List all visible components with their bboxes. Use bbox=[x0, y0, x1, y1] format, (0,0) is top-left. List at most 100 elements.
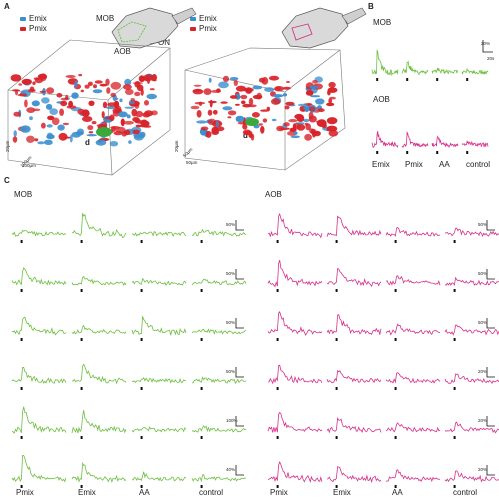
pmix-cell bbox=[310, 131, 321, 135]
pmix-cell bbox=[66, 105, 77, 109]
pmix-cell bbox=[151, 74, 157, 82]
pmix-cell bbox=[39, 75, 47, 79]
pmix-cell bbox=[220, 101, 228, 104]
aob-scale-pct-label: 50% bbox=[478, 222, 487, 227]
pmix-cell bbox=[242, 123, 248, 130]
pmix-cell bbox=[125, 88, 134, 95]
pmix-cell bbox=[303, 103, 313, 106]
pmix-cell bbox=[13, 111, 21, 117]
aob-scale-pct-label: 50% bbox=[478, 320, 487, 325]
emix-cell bbox=[234, 93, 241, 100]
pmix-cell bbox=[130, 98, 135, 102]
emix-swatch bbox=[20, 17, 26, 21]
stimulus-marker bbox=[140, 240, 143, 243]
pmix-cell bbox=[294, 113, 304, 120]
emix-cell bbox=[293, 131, 298, 135]
stimulus-marker bbox=[406, 78, 409, 81]
emix-cell bbox=[124, 128, 136, 135]
stimulus-marker bbox=[200, 289, 203, 292]
pmix-cell bbox=[192, 88, 204, 95]
pmix-cell bbox=[308, 111, 314, 120]
stimulus-marker bbox=[200, 436, 203, 439]
pmix-cell bbox=[132, 129, 140, 135]
schematic-mob-label: MOB bbox=[96, 14, 115, 23]
pmix-cell bbox=[312, 130, 321, 137]
pmix-cell bbox=[328, 130, 339, 137]
legend-left: Emix Pmix bbox=[20, 14, 47, 34]
pmix-cell bbox=[123, 120, 134, 125]
legend-pmix-label: Pmix bbox=[29, 24, 47, 33]
emix-cell bbox=[20, 89, 31, 98]
pmix-cell bbox=[207, 118, 216, 126]
emix-cell bbox=[271, 118, 277, 122]
pmix-cell bbox=[21, 78, 32, 85]
stimulus-marker bbox=[466, 78, 469, 81]
pmix-cell bbox=[262, 118, 268, 123]
pmix-cell bbox=[305, 90, 314, 96]
pmix-cell bbox=[288, 119, 298, 123]
emix-cell bbox=[252, 85, 263, 90]
pmix-cell bbox=[89, 100, 94, 104]
emix-cell bbox=[282, 122, 288, 129]
pmix-cell bbox=[77, 108, 86, 115]
pmix-cell bbox=[93, 84, 97, 89]
stimulus-marker bbox=[335, 289, 338, 292]
panel-c-aob-xlabel-0: Pmix bbox=[270, 488, 288, 497]
aob-scale-pct-label: 20% bbox=[478, 418, 487, 423]
brain-schematic-right-icon bbox=[281, 7, 367, 49]
pmix-cell bbox=[233, 79, 238, 87]
emix-cell bbox=[304, 108, 309, 113]
stimulus-marker bbox=[140, 387, 143, 390]
pmix-cell bbox=[240, 94, 248, 100]
pmix-cell bbox=[326, 117, 338, 125]
pmix-cell bbox=[56, 93, 63, 98]
pmix-cell bbox=[26, 135, 35, 143]
scale-bar-icon bbox=[235, 465, 244, 476]
emix-cell bbox=[253, 124, 260, 129]
emix-cell bbox=[206, 119, 213, 124]
pmix-cell bbox=[115, 126, 126, 133]
pmix-cell bbox=[99, 83, 108, 87]
panel-c-mob-trace bbox=[191, 278, 247, 286]
emix-cell bbox=[124, 106, 134, 109]
emix-cell bbox=[112, 94, 117, 102]
pmix-cell bbox=[129, 100, 140, 107]
pmix-cell bbox=[102, 101, 108, 109]
pmix-cell bbox=[321, 123, 327, 129]
pmix-cell bbox=[80, 89, 85, 93]
emix-cell bbox=[235, 115, 245, 123]
pmix-cell bbox=[82, 116, 93, 122]
pmix-cell bbox=[245, 87, 252, 94]
stimulus-marker bbox=[276, 289, 279, 292]
panel-label-a: A bbox=[4, 2, 10, 11]
emix-cell bbox=[222, 106, 233, 111]
pmix-cell bbox=[193, 84, 202, 87]
pmix-cell bbox=[196, 110, 202, 118]
stimulus-marker bbox=[20, 240, 23, 243]
pmix-cell bbox=[107, 102, 118, 107]
pmix-cell bbox=[110, 81, 122, 90]
pmix-cell bbox=[260, 109, 270, 112]
stimulus-marker bbox=[453, 240, 456, 243]
scale-bar-icon bbox=[235, 269, 244, 280]
emix-cell bbox=[20, 125, 31, 133]
emix-cell bbox=[57, 124, 65, 131]
panel-c-mob-trace bbox=[131, 426, 187, 433]
mob-scale-pct-label: 40% bbox=[226, 467, 235, 472]
panel-c-aob-xlabel-2: AA bbox=[392, 488, 403, 497]
pmix-cell bbox=[235, 85, 247, 92]
emix-cell bbox=[47, 132, 53, 138]
panel-b-mob-trace bbox=[431, 67, 458, 75]
panel-c-mob-trace bbox=[71, 324, 127, 335]
stimulus-marker bbox=[335, 240, 338, 243]
pmix-cell bbox=[17, 126, 27, 132]
pmix-cell bbox=[60, 100, 68, 107]
pmix-cell bbox=[207, 109, 213, 116]
emix-cell bbox=[22, 79, 32, 86]
pmix-cell bbox=[47, 115, 55, 121]
cube-right-d-label: d bbox=[243, 131, 248, 140]
panel-c-aob-trace bbox=[444, 470, 499, 483]
emix-cell bbox=[272, 96, 282, 105]
panel-c-aob-trace bbox=[267, 212, 323, 239]
pmix-cell bbox=[308, 115, 317, 123]
